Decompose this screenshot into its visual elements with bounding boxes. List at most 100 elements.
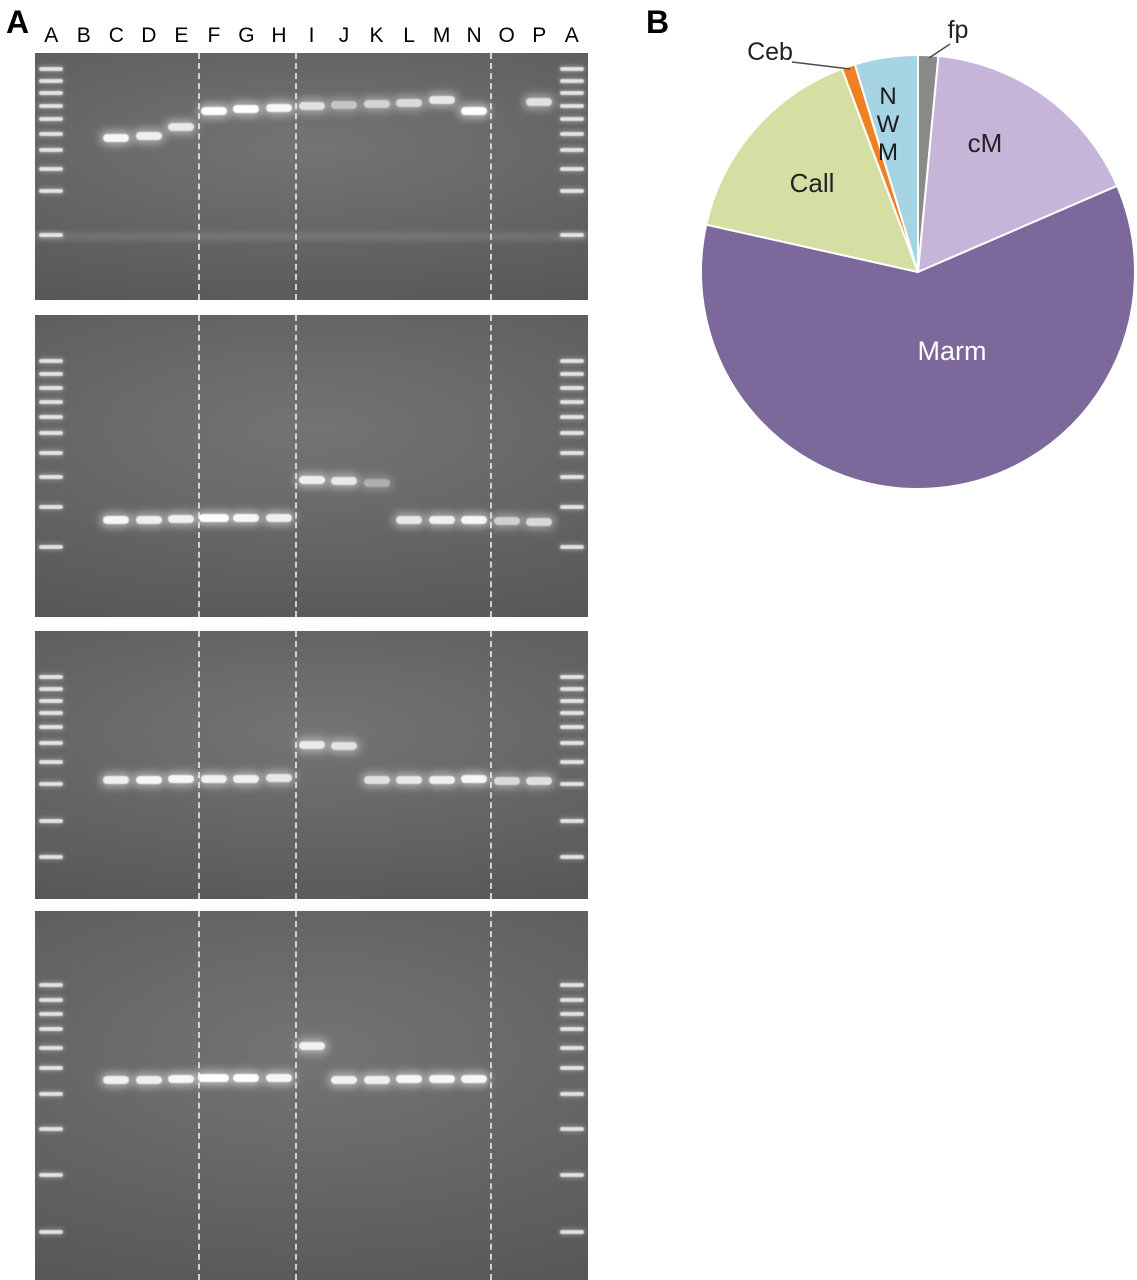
ladder-band xyxy=(39,431,64,436)
ladder-band xyxy=(39,782,64,787)
ladder-band xyxy=(559,1172,584,1177)
gel-band-gel-4-C xyxy=(103,1076,130,1084)
gel-band-gel-1-L xyxy=(396,98,423,107)
ladder-band xyxy=(559,91,584,96)
ladder-band xyxy=(559,687,584,692)
gel-band-gel-4-I xyxy=(298,1042,325,1051)
ladder-band xyxy=(39,450,64,455)
ladder-band xyxy=(39,372,64,377)
ladder-band xyxy=(559,1230,584,1235)
ladder-band xyxy=(559,997,584,1002)
lane-label-11: L xyxy=(403,24,415,47)
ladder-band xyxy=(559,854,584,859)
ladder-band xyxy=(559,544,584,549)
lane-group-divider-1 xyxy=(295,315,298,617)
ladder-band xyxy=(39,166,64,171)
ladder-band xyxy=(39,1091,64,1096)
ladder-band xyxy=(39,132,64,137)
lane-group-divider-0 xyxy=(197,911,200,1280)
ladder-band xyxy=(39,1065,64,1070)
ladder-band xyxy=(39,103,64,108)
gel-band-gel-4-J xyxy=(331,1076,358,1084)
gel-photo-3 xyxy=(35,631,588,899)
ladder-band xyxy=(39,1027,64,1032)
ladder-band xyxy=(39,818,64,823)
lane-label-16: A xyxy=(564,24,579,47)
ladder-band xyxy=(39,385,64,390)
pie-label-ceb: Ceb xyxy=(747,38,793,66)
ladder-band xyxy=(39,711,64,716)
ladder-band xyxy=(559,414,584,419)
gel-band-gel-2-G xyxy=(233,513,260,522)
ladder-band xyxy=(39,675,64,680)
gel-band-gel-3-C xyxy=(103,776,130,784)
lane-label-13: N xyxy=(466,24,482,47)
gel-band-gel-3-D xyxy=(135,776,162,784)
lane-label-8: I xyxy=(308,24,315,47)
lane-group-divider-2 xyxy=(490,315,493,617)
ladder-band xyxy=(559,117,584,122)
ladder-band xyxy=(39,1012,64,1017)
gel-band-gel-1-C xyxy=(103,134,130,143)
pie-slice-nwm xyxy=(853,54,919,273)
gel-band-gel-2-F xyxy=(198,513,229,522)
gel-band-gel-3-I xyxy=(298,740,325,749)
gel-band-gel-1-I xyxy=(298,102,325,111)
ladder-band xyxy=(559,1126,584,1131)
ceb-leader-line xyxy=(791,61,851,70)
lane-label-12: M xyxy=(432,24,451,47)
lane-label-5: F xyxy=(207,24,221,47)
ladder-band xyxy=(39,759,64,764)
ladder-band xyxy=(559,78,584,83)
ladder-band xyxy=(559,66,584,71)
fp-leader-line xyxy=(928,43,951,59)
lane-label-15: P xyxy=(532,24,547,47)
ladder-band xyxy=(559,372,584,377)
panel-b-label: B xyxy=(646,4,670,40)
ladder-band xyxy=(559,233,584,238)
pie-label-fp: fp xyxy=(948,16,969,44)
lane-label-10: K xyxy=(369,24,384,47)
ladder-band xyxy=(559,450,584,455)
panel-a-label: A xyxy=(6,4,30,40)
gel-band-gel-2-O xyxy=(493,516,520,525)
gel-band-gel-2-N xyxy=(461,516,488,525)
lane-label-9: J xyxy=(338,24,350,47)
lane-group-divider-0 xyxy=(197,631,200,899)
gel-band-gel-4-E xyxy=(168,1074,195,1083)
ladder-band xyxy=(559,148,584,153)
lane-label-6: G xyxy=(238,24,255,47)
gel-band-gel-1-N xyxy=(461,107,488,116)
gel-photo-1 xyxy=(35,53,588,300)
ladder-band xyxy=(559,1045,584,1050)
gel-band-gel-3-J xyxy=(331,741,358,750)
lane-group-divider-0 xyxy=(197,315,200,617)
gel-band-gel-1-E xyxy=(168,123,195,132)
gel-band-gel-2-P xyxy=(526,517,553,526)
ladder-band xyxy=(559,724,584,729)
gel-band-gel-2-L xyxy=(396,516,423,525)
gel-band-gel-3-M xyxy=(428,776,455,784)
gel-band-gel-4-H xyxy=(265,1073,292,1082)
pie-label-cm: cM xyxy=(968,128,1003,158)
lane-label-7: H xyxy=(271,24,287,47)
ladder-band xyxy=(39,414,64,419)
ladder-band xyxy=(39,1045,64,1050)
pie-slices-group xyxy=(700,53,1136,490)
ladder-band xyxy=(39,117,64,122)
ladder-band xyxy=(39,78,64,83)
ladder-band xyxy=(39,687,64,692)
ladder-band xyxy=(39,740,64,745)
gel-band-gel-3-P xyxy=(526,777,553,786)
gel-band-gel-3-H xyxy=(265,774,292,783)
ladder-band xyxy=(39,148,64,153)
ladder-band xyxy=(559,699,584,704)
gel-band-gel-1-M xyxy=(428,95,455,104)
lane-group-divider-1 xyxy=(295,911,298,1280)
ladder-band xyxy=(39,505,64,510)
ladder-band xyxy=(559,782,584,787)
lane-label-3: D xyxy=(141,24,157,47)
ladder-band xyxy=(559,431,584,436)
